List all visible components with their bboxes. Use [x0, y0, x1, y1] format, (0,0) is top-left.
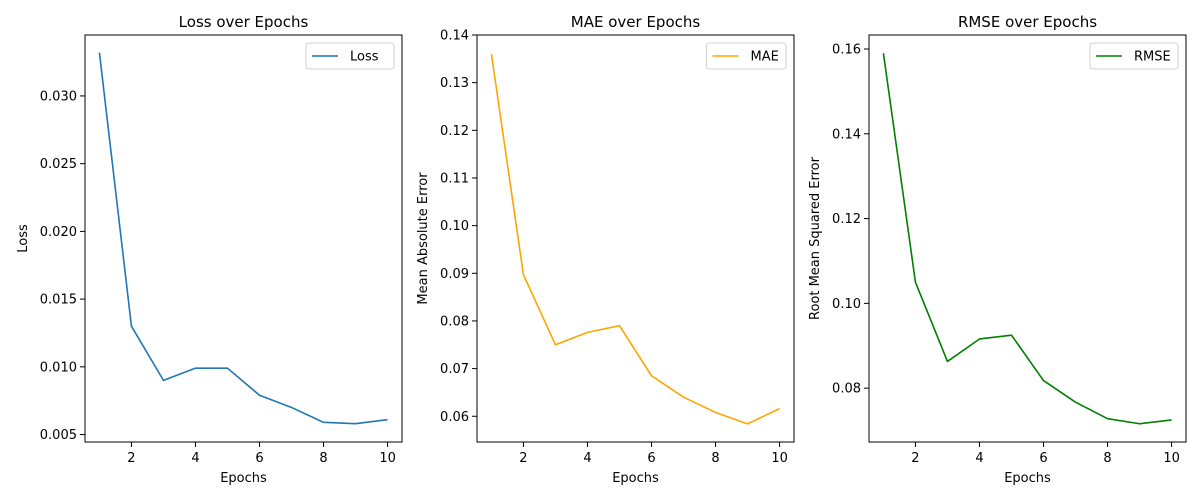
x-tick-label: 2 — [911, 451, 919, 466]
legend-box — [1089, 42, 1179, 70]
x-tick-label: 6 — [255, 451, 263, 466]
y-tick-label: 0.13 — [440, 76, 469, 91]
y-tick-label: 0.10 — [440, 219, 469, 234]
chart-title: Loss over Epochs — [179, 13, 309, 31]
x-tick-label: 10 — [1163, 451, 1180, 466]
y-axis-label: Mean Absolute Error — [416, 172, 431, 305]
legend: MAE — [706, 42, 787, 70]
chart-mae: MAE over Epochs Epochs Mean Absolute Err… — [416, 13, 795, 486]
y-tick-label: 0.010 — [40, 360, 77, 375]
chart-loss: Loss over Epochs Epochs Loss 2 4 6 8 10 0.005… — [16, 13, 403, 486]
y-tick-label: 0.08 — [832, 382, 861, 397]
y-tick-label: 0.025 — [40, 157, 77, 172]
x-axis-label: Epochs — [1004, 471, 1051, 486]
legend-box — [706, 42, 787, 70]
legend-label: Loss — [350, 50, 379, 65]
x-tick-label: 8 — [1103, 451, 1111, 466]
y-tick-label: 0.030 — [40, 89, 77, 104]
y-tick-label: 0.16 — [832, 42, 861, 57]
x-axis-label: Epochs — [220, 471, 267, 486]
legend-box — [305, 42, 395, 70]
y-tick-label: 0.12 — [832, 212, 861, 227]
legend-label: RMSE — [1134, 50, 1171, 65]
y-tick-label: 0.11 — [440, 171, 469, 186]
y-tick-label: 0.07 — [440, 362, 469, 377]
series-line-loss — [98, 52, 388, 425]
y-tick-label: 0.14 — [440, 29, 469, 44]
y-tick-label: 0.005 — [40, 428, 77, 443]
plot-frame — [476, 34, 795, 443]
chart-rmse: RMSE over Epochs Epochs Root Mean Square… — [808, 13, 1187, 486]
y-tick-label: 0.10 — [832, 297, 861, 312]
y-tick-label: 0.09 — [440, 267, 469, 282]
x-tick-label: 4 — [975, 451, 983, 466]
series-line-rmse — [882, 53, 1172, 425]
y-tick-label: 0.06 — [440, 410, 469, 425]
x-tick-label: 10 — [379, 451, 396, 466]
chart-title: RMSE over Epochs — [958, 13, 1097, 31]
plot-frame — [84, 34, 403, 443]
chart-title: MAE over Epochs — [571, 13, 701, 31]
y-tick-label: 0.015 — [40, 293, 77, 308]
y-axis-label: Root Mean Squared Error — [808, 156, 823, 320]
x-tick-label: 4 — [191, 451, 199, 466]
plot-frame — [868, 34, 1187, 443]
x-tick-label: 2 — [127, 451, 135, 466]
y-tick-label: 0.020 — [40, 225, 77, 240]
y-tick-label: 0.08 — [440, 314, 469, 329]
x-tick-label: 2 — [519, 451, 527, 466]
legend: RMSE — [1089, 42, 1179, 70]
x-tick-label: 4 — [583, 451, 591, 466]
y-tick-label: 0.14 — [832, 127, 861, 142]
x-tick-label: 8 — [319, 451, 327, 466]
legend: Loss — [305, 42, 395, 70]
y-tick-label: 0.12 — [440, 124, 469, 139]
x-axis-label: Epochs — [612, 471, 659, 486]
series-line-mae — [490, 53, 780, 425]
x-tick-label: 6 — [1039, 451, 1047, 466]
x-tick-label: 8 — [711, 451, 719, 466]
x-tick-label: 10 — [771, 451, 788, 466]
x-tick-label: 6 — [647, 451, 655, 466]
legend-label: MAE — [751, 50, 779, 65]
y-axis-label: Loss — [16, 224, 31, 253]
